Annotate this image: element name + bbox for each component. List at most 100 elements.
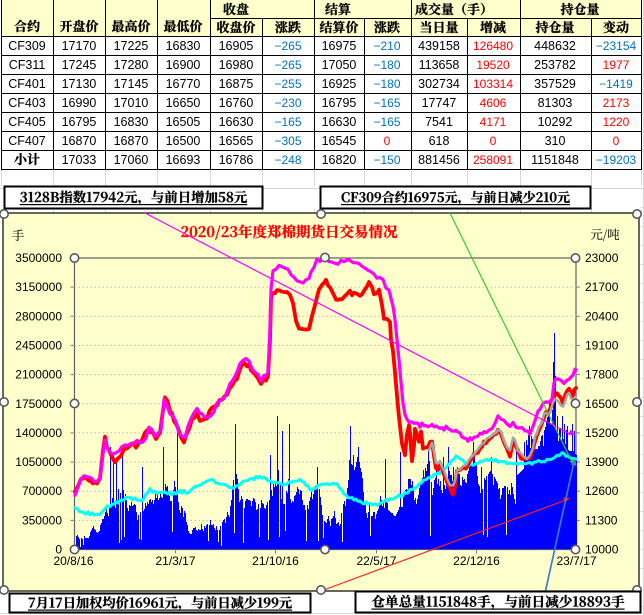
svg-text:16650: 16650 <box>166 96 201 110</box>
svg-text:16545: 16545 <box>322 134 357 148</box>
svg-text:113658: 113658 <box>419 58 460 72</box>
svg-text:16900: 16900 <box>166 58 201 72</box>
svg-text:618: 618 <box>429 134 450 148</box>
svg-text:−255: −255 <box>274 77 301 91</box>
svg-text:439158: 439158 <box>418 39 460 53</box>
svg-text:17280: 17280 <box>114 58 149 72</box>
svg-text:2100000: 2100000 <box>15 368 62 382</box>
svg-text:103314: 103314 <box>473 77 513 91</box>
svg-text:350000: 350000 <box>22 513 62 527</box>
svg-text:20/8/16: 20/8/16 <box>53 554 93 568</box>
svg-text:−230: −230 <box>274 96 301 110</box>
svg-text:22/12/16: 22/12/16 <box>453 554 500 568</box>
svg-text:16820: 16820 <box>322 153 357 167</box>
svg-text:−265: −265 <box>274 58 301 72</box>
svg-text:16693: 16693 <box>166 153 201 167</box>
svg-text:16975: 16975 <box>322 39 357 53</box>
svg-text:448632: 448632 <box>534 39 576 53</box>
svg-text:16500: 16500 <box>166 134 201 148</box>
svg-text:21700: 21700 <box>585 280 619 294</box>
svg-text:−165: −165 <box>274 115 301 129</box>
svg-text:16925: 16925 <box>322 77 357 91</box>
svg-text:0: 0 <box>384 134 391 148</box>
svg-text:310: 310 <box>545 134 566 148</box>
svg-text:16630: 16630 <box>322 115 357 129</box>
svg-text:−150: −150 <box>373 153 400 167</box>
svg-text:16500: 16500 <box>585 397 619 411</box>
svg-text:17050: 17050 <box>322 58 357 72</box>
svg-text:4606: 4606 <box>480 96 507 110</box>
svg-text:0: 0 <box>55 543 62 557</box>
svg-text:16770: 16770 <box>166 77 201 91</box>
svg-text:17033: 17033 <box>62 153 97 167</box>
svg-text:CF401: CF401 <box>8 77 46 91</box>
svg-text:2450000: 2450000 <box>15 338 62 352</box>
svg-text:19520: 19520 <box>476 58 510 72</box>
svg-text:881456: 881456 <box>418 153 460 167</box>
svg-text:16795: 16795 <box>62 115 97 129</box>
svg-text:12600: 12600 <box>585 484 619 498</box>
svg-text:16870: 16870 <box>62 134 97 148</box>
svg-text:−19203: −19203 <box>596 153 637 167</box>
svg-text:−305: −305 <box>274 134 301 148</box>
svg-text:23000: 23000 <box>585 251 619 265</box>
svg-text:16760: 16760 <box>219 96 254 110</box>
svg-text:1151848: 1151848 <box>531 153 579 167</box>
svg-text:−248: −248 <box>274 153 301 167</box>
svg-text:16980: 16980 <box>219 58 254 72</box>
svg-text:16795: 16795 <box>322 96 357 110</box>
svg-text:20400: 20400 <box>585 309 619 323</box>
svg-text:21/10/16: 21/10/16 <box>252 554 299 568</box>
svg-text:700000: 700000 <box>22 484 62 498</box>
svg-text:17225: 17225 <box>114 39 149 53</box>
svg-text:0: 0 <box>613 134 620 148</box>
svg-text:0: 0 <box>490 134 497 148</box>
svg-text:17060: 17060 <box>114 153 149 167</box>
svg-text:CF311: CF311 <box>9 58 46 72</box>
svg-text:3500000: 3500000 <box>15 251 62 265</box>
svg-text:CF403: CF403 <box>8 96 46 110</box>
svg-text:10292: 10292 <box>538 115 573 129</box>
svg-text:−265: −265 <box>274 39 301 53</box>
svg-text:16905: 16905 <box>219 39 254 53</box>
svg-text:3150000: 3150000 <box>15 280 62 294</box>
svg-text:302734: 302734 <box>418 77 460 91</box>
svg-text:357529: 357529 <box>534 77 576 91</box>
svg-text:−210: −210 <box>373 39 400 53</box>
svg-text:4171: 4171 <box>480 115 507 129</box>
svg-text:1400000: 1400000 <box>15 426 62 440</box>
svg-text:−165: −165 <box>373 96 400 110</box>
svg-text:17010: 17010 <box>114 96 149 110</box>
svg-text:23/7/17: 23/7/17 <box>556 554 596 568</box>
svg-text:16630: 16630 <box>219 115 254 129</box>
svg-text:−1419: −1419 <box>599 77 633 91</box>
svg-text:258091: 258091 <box>473 153 513 167</box>
svg-text:CF407: CF407 <box>8 134 46 148</box>
svg-text:11300: 11300 <box>585 513 618 527</box>
svg-text:16565: 16565 <box>219 134 254 148</box>
svg-text:17145: 17145 <box>114 77 149 91</box>
svg-text:16875: 16875 <box>219 77 254 91</box>
svg-text:19100: 19100 <box>585 338 619 352</box>
svg-text:2173: 2173 <box>603 96 630 110</box>
svg-text:16990: 16990 <box>62 96 97 110</box>
svg-text:16870: 16870 <box>114 134 149 148</box>
svg-text:17747: 17747 <box>422 96 457 110</box>
svg-text:17245: 17245 <box>62 58 97 72</box>
svg-text:−180: −180 <box>373 58 400 72</box>
svg-text:81303: 81303 <box>538 96 573 110</box>
svg-text:CF309: CF309 <box>8 39 46 53</box>
svg-text:1050000: 1050000 <box>15 455 62 469</box>
svg-text:10000: 10000 <box>585 543 619 557</box>
svg-text:17170: 17170 <box>62 39 97 53</box>
svg-text:1750000: 1750000 <box>15 397 62 411</box>
svg-text:17800: 17800 <box>585 368 619 382</box>
svg-text:−23154: −23154 <box>596 39 637 53</box>
svg-text:CF405: CF405 <box>8 115 46 129</box>
svg-text:16786: 16786 <box>219 153 254 167</box>
svg-text:1220: 1220 <box>603 115 630 129</box>
svg-text:1977: 1977 <box>603 58 630 72</box>
svg-text:2800000: 2800000 <box>15 309 62 323</box>
svg-text:7541: 7541 <box>425 115 453 129</box>
svg-text:15200: 15200 <box>585 426 619 440</box>
